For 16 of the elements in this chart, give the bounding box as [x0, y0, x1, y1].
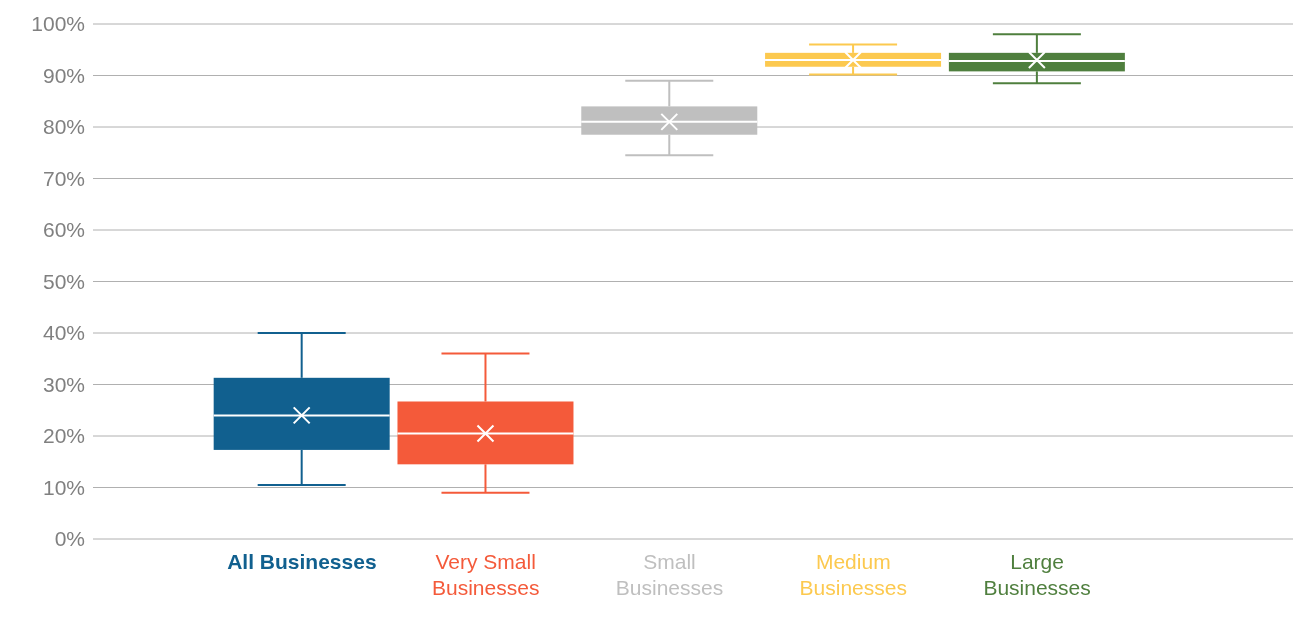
y-tick-label: 10% [42, 475, 85, 499]
y-tick-label: 20% [42, 424, 85, 448]
x-tick-label: Very Small Businesses [432, 550, 540, 599]
y-tick-label: 50% [42, 269, 85, 293]
y-tick-label: 40% [42, 321, 85, 345]
x-tick-label: All Businesses [227, 550, 377, 573]
x-tick-label: Large Businesses [983, 550, 1091, 599]
y-tick-label: 30% [42, 372, 85, 396]
x-tick-label: Medium Businesses [799, 550, 907, 599]
y-tick-label: 90% [42, 63, 85, 87]
y-tick-label: 100% [31, 12, 85, 36]
y-tick-label: 60% [42, 218, 85, 242]
y-tick-label: 0% [54, 527, 85, 551]
y-tick-label: 80% [42, 115, 85, 139]
x-tick-label: Small Businesses [615, 550, 724, 599]
y-tick-label: 70% [42, 166, 85, 190]
